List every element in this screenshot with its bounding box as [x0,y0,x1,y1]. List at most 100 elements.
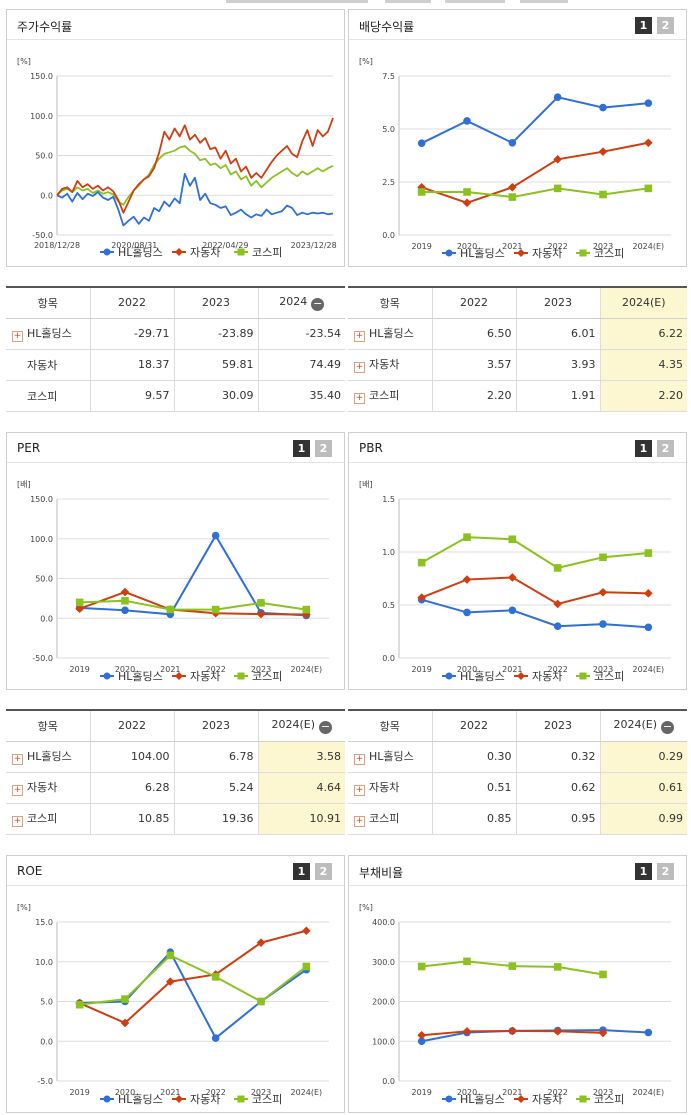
y-tick-label: 0.5 [382,601,395,610]
x-tick-label: 2019 [411,242,431,251]
row-label-text: 코스피 [369,389,400,402]
panel-title: PBR [359,441,383,455]
data-point-auto [644,589,653,598]
series-line-hl [56,172,334,227]
x-tick-label: 2021 [502,665,522,674]
collapse-icon[interactable]: − [319,719,333,734]
x-tick-label: 2023 [593,242,613,251]
period-button-1[interactable]: 1 [293,863,310,880]
expand-icon[interactable]: + [12,816,23,827]
panel-header: PER 1 2 [7,433,344,463]
row-label: 자동차 [6,349,90,381]
collapse-icon[interactable]: − [661,719,675,734]
expand-icon[interactable]: + [354,393,365,404]
col-header-label: 2024(E) [271,717,316,731]
expand-icon[interactable]: + [354,754,365,765]
col-header-label: 2024(E) [613,717,658,731]
data-point-kospi [644,184,653,193]
legend-marker-auto [175,672,183,680]
col-header: 2023 [515,710,600,742]
series-line-kospi [421,536,649,569]
row-label: + HL홀딩스 [6,318,90,350]
data-point-kospi [644,549,653,557]
dividend-yield-table: 항목 2022 2023 2024(E) + HL홀딩스 6.50 6.01 6.… [348,286,687,412]
expand-icon[interactable]: + [354,331,365,342]
period-button-2[interactable]: 2 [657,17,674,34]
dividend-yield-panel: 배당수익률 1 2 [%] 7.5 5.0 2.5 0.0 2019 2020 2021 202… [348,9,687,267]
col-header: 2023 [173,287,258,319]
table-row: + HL홀딩스 -29.71 -23.89 -23.54 [6,318,345,350]
expand-icon[interactable]: + [12,331,23,342]
period-button-2[interactable]: 2 [657,440,674,457]
y-tick-label: 150.0 [30,495,53,504]
panel-header: PBR 1 2 [349,433,686,463]
period-button-2[interactable]: 2 [315,863,332,880]
collapse-icon[interactable]: − [311,296,325,311]
data-point-kospi [121,995,129,1003]
table-row: 자동차 18.37 59.81 74.49 [6,349,345,381]
expand-icon[interactable]: + [354,362,365,373]
x-tick-label: 2023 [593,665,613,674]
table-cell: 0.85 [431,803,516,835]
table-cell: 2.20 [431,380,516,412]
row-label: + HL홀딩스 [6,741,90,773]
data-point-auto [598,587,608,597]
stock-return-panel: 주가수익률 [%] 150.0 100.0 50.0 0.0 -50.0 2018/12/2… [6,9,345,267]
data-point-kospi [463,533,471,541]
table-cell: 10.91 [257,803,345,835]
x-tick-label: 2020 [457,665,477,674]
legend-marker-kospi [579,249,587,257]
table-cell: 6.22 [599,318,687,350]
col-header: 2022 [89,710,174,742]
y-tick-label: -5.0 [37,1077,53,1086]
period-button-2[interactable]: 2 [657,863,674,880]
period-button-1[interactable]: 1 [293,440,310,457]
x-tick-label: 2021 [502,1088,522,1097]
row-label-text: 자동차 [369,781,400,794]
x-tick-label: 2021 [502,242,522,251]
legend-marker-kospi [237,672,245,680]
y-unit-label: [배] [359,480,373,489]
table-cell: 74.49 [257,349,345,381]
x-tick-label: 2022 [547,665,567,674]
expand-icon[interactable]: + [354,816,365,827]
data-point-kospi [417,558,426,567]
legend-label-kospi: 코스피 [594,1093,624,1106]
legend-label-hl: HL홀딩스 [118,246,163,259]
row-label-text: HL홀딩스 [27,327,72,340]
legend-label-hl: HL홀딩스 [460,670,505,683]
series-line-auto [56,117,334,214]
data-point-kospi [211,973,220,981]
table-cell: 6.50 [431,318,516,350]
period-button-1[interactable]: 1 [635,863,652,880]
expand-icon[interactable]: + [354,785,365,796]
panel-title: 배당수익률 [359,20,415,34]
expand-icon[interactable]: + [12,754,23,765]
row-label: + 코스피 [348,803,432,835]
row-label: + 코스피 [6,803,90,835]
period-button-2[interactable]: 2 [315,440,332,457]
data-point-kospi [75,1000,84,1009]
pbr-table: 항목 2022 2023 2024(E) − + HL홀딩스 0.30 0.32 0… [348,709,687,835]
period-button-1[interactable]: 1 [635,17,652,34]
data-point-kospi [463,188,471,196]
row-label: + HL홀딩스 [348,741,432,773]
series-line-auto [79,929,307,1025]
table-cell: 6.78 [173,741,258,773]
table-cell: 0.32 [515,741,600,773]
period-button-1[interactable]: 1 [635,440,652,457]
x-tick-label: 2024(E) [291,1088,323,1097]
legend-label-hl: HL홀딩스 [460,247,505,260]
row-label-text: 코스피 [369,812,400,825]
row-label: + 자동차 [348,349,432,381]
table-cell: 5.24 [173,772,258,804]
legend-label-kospi: 코스피 [252,1093,282,1106]
chart-legend: HL홀딩스 자동차 코스피 [100,1093,282,1106]
series-line-auto [421,141,649,204]
x-tick-label: 2024(E) [633,665,665,674]
data-point-auto [598,147,608,156]
expand-icon[interactable]: + [12,785,23,796]
row-label-text: HL홀딩스 [369,327,414,340]
chart-legend: HL홀딩스 자동차 코스피 [442,670,624,683]
panel-header: 배당수익률 1 2 [349,10,686,40]
